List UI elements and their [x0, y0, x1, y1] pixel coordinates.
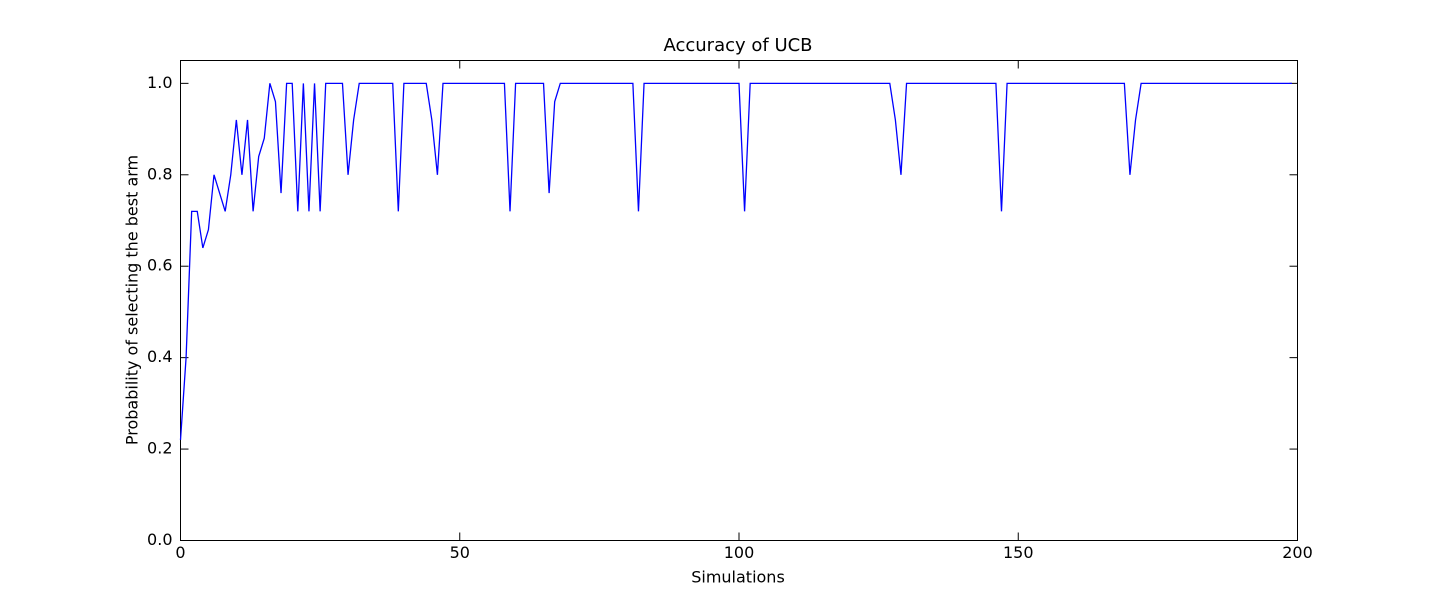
y-tick-label: 0.2 [147, 439, 172, 458]
x-tick-label: 0 [175, 543, 185, 562]
x-tick-label: 50 [450, 543, 470, 562]
x-axis-label: Simulations [691, 568, 785, 587]
x-tick-label: 150 [1003, 543, 1034, 562]
y-tick-label: 0.4 [147, 347, 172, 366]
plot-frame [180, 60, 1298, 541]
x-tick-label: 200 [1282, 543, 1313, 562]
y-tick-label: 0.0 [147, 530, 172, 549]
chart-title: Accuracy of UCB [663, 35, 812, 56]
data-line [179, 82, 1292, 440]
y-tick-label: 1.0 [147, 73, 172, 92]
y-tick-label: 0.8 [147, 164, 172, 183]
x-tick-label: 100 [724, 543, 755, 562]
y-axis-label: Probability of selecting the best arm [123, 155, 142, 445]
y-tick-label: 0.6 [147, 256, 172, 275]
